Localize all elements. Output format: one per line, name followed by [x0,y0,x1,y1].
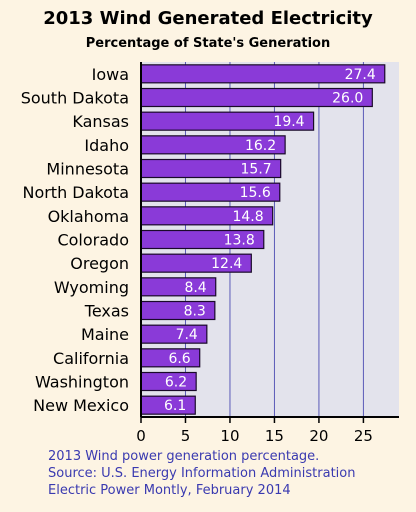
category-labels: Iowa South Dakota Kansas Idaho Minnesota Nort… [21,65,129,415]
category-label: Idaho [84,136,129,155]
x-tick-label: 15 [265,427,284,445]
category-label: Oregon [70,254,129,273]
value-label: 15.7 [241,162,272,178]
category-label: Minnesota [46,160,129,179]
chart-title: 2013 Wind Generated Electricity [43,8,373,29]
category-label: South Dakota [21,89,129,108]
category-label: Wyoming [54,278,129,297]
bars: 27.4 26.0 19.4 16.2 15.7 15.6 14.8 13.8 12.4 8.4 8… [140,64,386,415]
value-label: 27.4 [345,67,376,83]
category-label: Kansas [72,112,129,131]
value-label: 26.0 [332,91,363,107]
x-tick-label: 10 [220,427,239,445]
value-label: 6.6 [168,351,190,367]
x-tick-label: 0 [136,427,146,445]
value-label: 8.3 [184,304,206,320]
category-label: Maine [81,325,129,344]
value-label: 6.1 [164,398,186,414]
x-tick-label: 20 [309,427,328,445]
value-label: 12.4 [211,256,242,272]
category-label: Iowa [92,65,129,84]
value-label: 19.4 [273,114,304,130]
value-label: 6.2 [165,375,187,391]
x-tick-label: 5 [181,427,191,445]
category-label: Texas [84,302,129,321]
x-tick-label: 25 [354,427,373,445]
value-label: 13.8 [224,233,255,249]
value-label: 8.4 [184,280,206,296]
category-label: New Mexico [33,396,129,415]
category-label: Oklahoma [48,207,129,226]
value-label: 7.4 [176,327,198,343]
caption-line-2: Source: U.S. Energy Information Administ… [48,466,356,481]
category-label: California [53,349,129,368]
value-label: 15.6 [240,185,271,201]
category-label: Washington [35,373,129,392]
value-label: 16.2 [245,138,276,154]
caption-line-3: Electric Power Montly, February 2014 [48,483,291,498]
axes: 0 5 10 15 20 25 [136,62,399,445]
value-label: 14.8 [232,209,263,225]
category-label: Colorado [57,231,129,250]
chart-subtitle: Percentage of State's Generation [85,36,331,51]
caption-line-1: 2013 Wind power generation percentage. [48,449,320,464]
category-label: North Dakota [22,183,129,202]
